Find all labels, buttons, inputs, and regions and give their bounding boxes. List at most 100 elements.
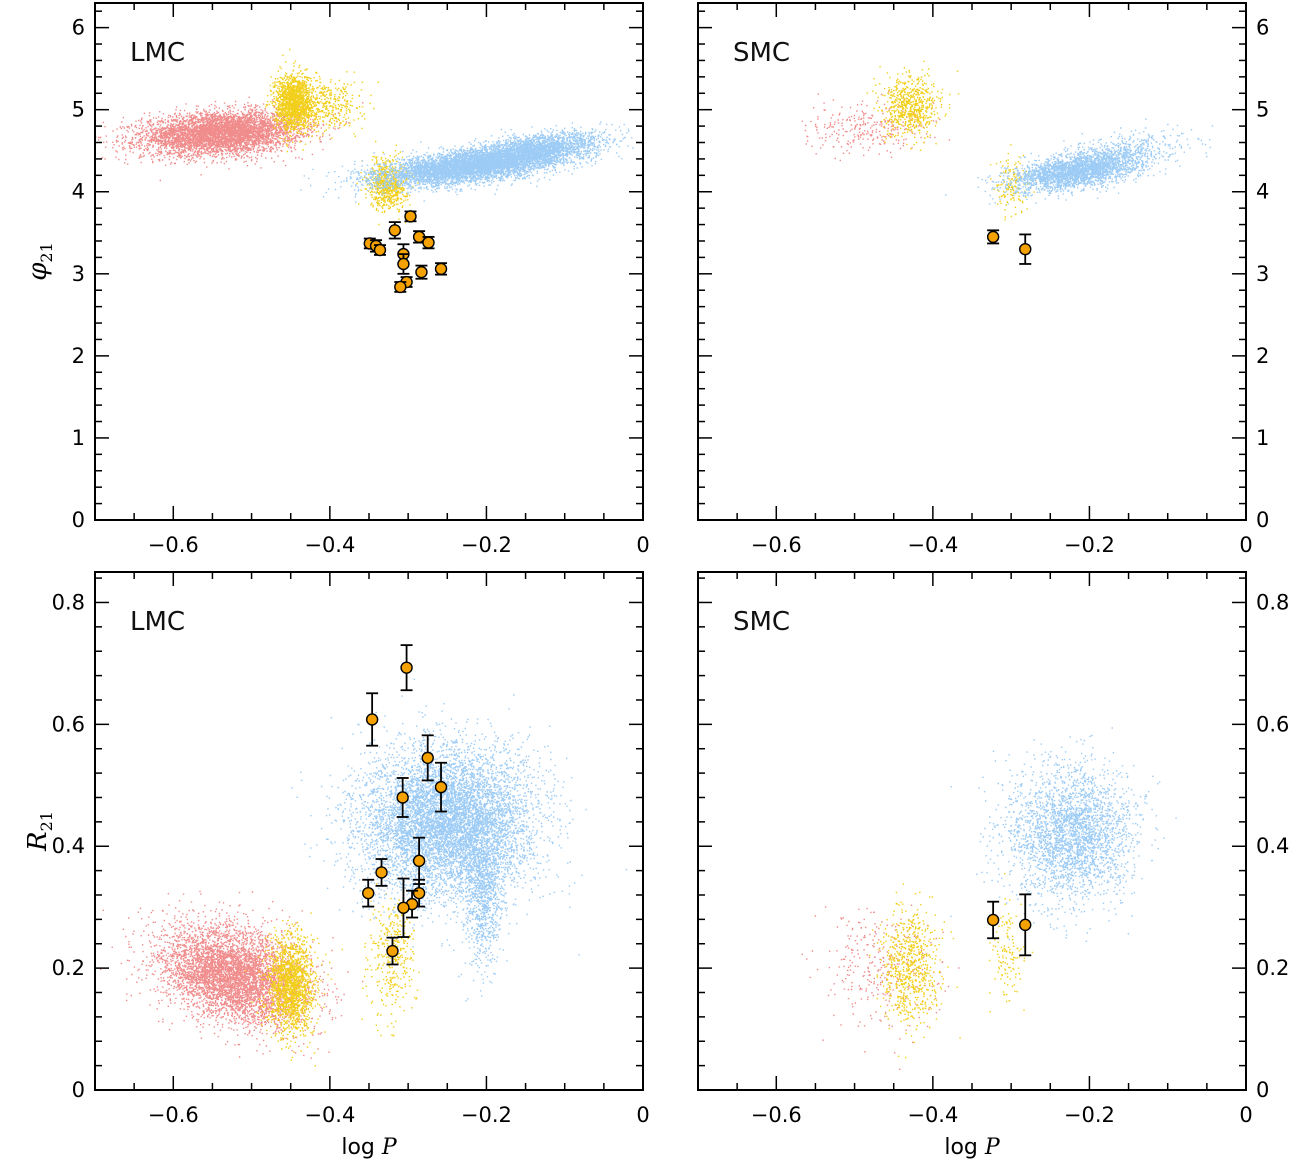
data-point [397, 877, 410, 938]
marker [388, 224, 402, 237]
data-point [365, 692, 379, 747]
cloud-blue-3 [291, 678, 628, 956]
data-point [1019, 893, 1032, 957]
data-point [434, 761, 448, 813]
y-tick-label: 0.6 [52, 712, 85, 736]
population-clouds [801, 727, 1177, 1070]
panel-label: SMC [733, 607, 790, 637]
panel-label: LMC [130, 38, 185, 68]
data-point [412, 836, 426, 885]
marker [986, 230, 1000, 244]
panel-3: −0.6 −0.4 −0.2 00 0.2 0.4 0.6 0.8 SMC log P [697, 571, 1289, 1160]
y-tick-label: 1 [1256, 426, 1269, 450]
marker [434, 780, 448, 794]
data-point [422, 235, 435, 250]
y-tick-label: 0 [1256, 1078, 1269, 1102]
cloud-yellow-1 [869, 883, 961, 1059]
y-tick-label: 0.6 [1256, 712, 1289, 736]
y-tick-label: 6 [1256, 16, 1269, 40]
y-tick-label: 0 [1256, 508, 1269, 532]
marker [373, 243, 387, 257]
y-tick-label: 3 [72, 262, 85, 286]
marker [404, 210, 417, 223]
population-clouds [801, 60, 1214, 221]
marker [434, 262, 448, 276]
marker [1019, 918, 1032, 932]
marker [415, 265, 428, 279]
y-tick-label: 0.2 [1256, 956, 1289, 980]
panel-label: LMC [130, 607, 185, 637]
marker [1019, 242, 1032, 256]
data-point [397, 253, 410, 275]
data-point [1019, 233, 1032, 265]
plot-frame [94, 2, 644, 521]
x-tick-label: −0.4 [907, 1103, 958, 1127]
data-point [386, 936, 399, 966]
x-tick-label: −0.6 [148, 1103, 199, 1127]
cloud-blue-5 [430, 121, 633, 173]
cloud-red-0 [801, 904, 960, 1070]
plot-frame [697, 2, 1247, 521]
data-point [415, 264, 428, 280]
marker [412, 854, 426, 868]
cloud-red-0 [95, 93, 364, 182]
data-point [394, 280, 407, 294]
data-point [388, 221, 402, 240]
x-tick-label: −0.6 [148, 533, 199, 557]
marker [400, 661, 413, 674]
x-tick-label: 0 [636, 533, 649, 557]
y-tick-label: 1 [72, 426, 85, 450]
x-tick-label: −0.6 [751, 533, 802, 557]
x-tick-label: −0.2 [461, 1103, 512, 1127]
data-point [362, 878, 375, 908]
plot-frame [94, 571, 644, 1091]
panel-label: SMC [733, 38, 790, 68]
y-tick-label: 4 [1256, 180, 1269, 204]
marker [397, 901, 410, 914]
y-tick-label: 0.4 [1256, 834, 1289, 858]
cloud-red-0 [95, 890, 364, 1059]
cloud-yellow-1 [265, 48, 326, 153]
y-axis-label: R21 [23, 811, 56, 852]
marker [365, 713, 379, 726]
y-axis-label: φ21 [23, 242, 56, 281]
x-tick-label: −0.2 [1064, 533, 1115, 557]
marker [986, 913, 1000, 927]
y-tick-label: 0.4 [52, 834, 85, 858]
x-axis-label: log P [341, 1135, 398, 1160]
x-tick-label: 0 [1239, 1103, 1252, 1127]
y-tick-label: 0 [72, 508, 85, 532]
marker [421, 751, 434, 765]
x-tick-label: −0.2 [1064, 1103, 1115, 1127]
cloud-blue-3 [945, 128, 1208, 205]
panel-0: −0.6 −0.4 −0.2 0 0 1 2 3 4 5 6 LMC φ21 [23, 2, 650, 557]
cloud-yellow-1 [866, 60, 960, 151]
cloud-blue-4 [450, 762, 515, 1002]
data-point [396, 777, 409, 818]
x-tick-label: −0.4 [907, 533, 958, 557]
marker [422, 236, 435, 249]
marker [362, 886, 375, 900]
y-tick-label: 3 [1256, 262, 1269, 286]
x-axis-label: log P [944, 1135, 1001, 1160]
x-tick-label: −0.4 [304, 1103, 355, 1127]
y-tick-label: 4 [72, 180, 85, 204]
data-point [986, 900, 1000, 940]
y-tick-label: 0.8 [52, 590, 85, 614]
panel-1: −0.6 −0.4 −0.2 00 1 2 3 4 5 6 SMC [697, 2, 1269, 557]
marker [386, 944, 399, 958]
population-clouds [95, 48, 634, 226]
data-point [375, 858, 388, 887]
y-tick-label: 0.2 [52, 956, 85, 980]
y-tick-label: 0 [72, 1078, 85, 1102]
y-tick-label: 2 [1256, 344, 1269, 368]
y-tick-label: 6 [72, 16, 85, 40]
marker [394, 280, 407, 294]
population-clouds [95, 678, 628, 1067]
data-point [404, 210, 417, 223]
x-tick-label: −0.4 [304, 533, 355, 557]
cloud-blue-4 [300, 127, 634, 203]
x-tick-label: 0 [636, 1103, 649, 1127]
marker [412, 886, 426, 900]
